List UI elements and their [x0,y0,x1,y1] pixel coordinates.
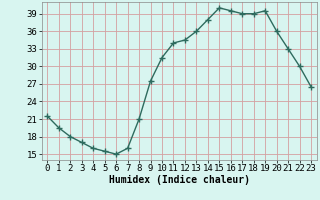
X-axis label: Humidex (Indice chaleur): Humidex (Indice chaleur) [109,175,250,185]
